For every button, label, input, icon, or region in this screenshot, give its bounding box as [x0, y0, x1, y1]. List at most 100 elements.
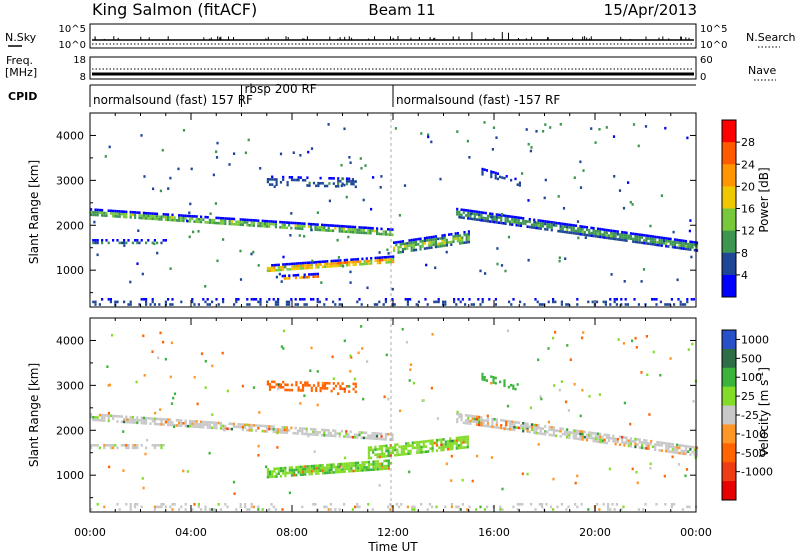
velocity-cell [343, 465, 346, 468]
power-cell [259, 298, 262, 301]
velocity-cell [691, 342, 694, 346]
power-cell [301, 222, 304, 225]
velocity-cell [570, 431, 573, 434]
power-cell [687, 248, 690, 251]
velocity-cell [376, 448, 379, 451]
velocity-panel-bg [90, 318, 696, 512]
velocity-cell [638, 446, 641, 449]
power-cell [424, 298, 427, 301]
power-cell [286, 262, 289, 266]
power-cell [536, 300, 539, 304]
velocity-cell [376, 468, 379, 471]
velocity-cell [189, 422, 192, 425]
power-cell [369, 229, 372, 232]
power-colorbar-swatch [722, 120, 736, 143]
power-cell [387, 228, 390, 231]
velocity-cell [306, 470, 309, 473]
velocity-cell [409, 444, 412, 447]
velocity-cell [301, 383, 305, 387]
power-cell [216, 259, 219, 263]
power-cell [406, 242, 409, 245]
velocity-cell [129, 505, 132, 509]
power-cell [548, 220, 551, 224]
power-cell [559, 227, 562, 231]
velocity-cell [691, 451, 694, 454]
velocity-cell [367, 436, 370, 440]
power-cell [164, 218, 167, 221]
velocity-cell [580, 503, 583, 506]
velocity-cell [495, 418, 498, 421]
velocity-cell [440, 443, 443, 447]
power-cell [615, 298, 618, 301]
velocity-cell [129, 503, 132, 506]
velocity-cell [184, 424, 187, 428]
power-cell [634, 235, 637, 238]
power-cell [191, 300, 194, 304]
power-cell [136, 262, 139, 265]
power-cell [348, 261, 351, 264]
velocity-cell [621, 438, 624, 442]
velocity-cell [405, 444, 408, 448]
velocity-cell [623, 436, 626, 439]
velocity-cell [301, 386, 305, 390]
velocity-cell [431, 439, 434, 442]
velocity-cell [526, 427, 529, 431]
power-cell [241, 223, 244, 227]
velocity-cell [136, 416, 139, 419]
velocity-cell [285, 426, 288, 429]
power-cell [528, 217, 531, 221]
power-cell [432, 243, 435, 246]
velocity-cell [638, 441, 641, 444]
xtick-label: 20:00 [579, 526, 611, 539]
velocity-cell [356, 466, 360, 470]
power-cell [596, 235, 600, 238]
velocity-cell [460, 418, 463, 422]
velocity-cell [340, 466, 343, 469]
velocity-cell [285, 428, 288, 432]
power-cell [107, 298, 110, 301]
velocity-cell [374, 460, 377, 463]
velocity-cell [145, 422, 148, 425]
power-cell [167, 218, 170, 222]
power-cell [665, 242, 668, 245]
power-cell [266, 178, 269, 181]
velocity-cell [433, 441, 436, 445]
power-cell [314, 228, 317, 231]
power-cell [464, 303, 467, 306]
power-cell [303, 225, 306, 228]
power-cell [351, 225, 354, 229]
velocity-cell [669, 442, 672, 446]
power-cell [306, 176, 309, 179]
power-cell [613, 298, 616, 301]
velocity-cell [538, 503, 541, 506]
velocity-cell [541, 432, 545, 436]
power-cell [98, 303, 101, 306]
velocity-cell [577, 429, 580, 433]
power-cell [412, 248, 415, 252]
velocity-cell [400, 453, 403, 456]
velocity-cell [665, 449, 668, 453]
freq-label: Freq. [6, 54, 33, 67]
velocity-cell [314, 428, 317, 431]
velocity-cell [671, 450, 674, 454]
velocity-cell [654, 448, 657, 451]
velocity-cell [583, 430, 586, 434]
velocity-cell [681, 508, 684, 511]
velocity-cell [670, 503, 673, 506]
velocity-cell [208, 508, 211, 511]
velocity-cell [294, 426, 297, 430]
power-cell [290, 221, 293, 225]
velocity-cell [616, 437, 619, 441]
velocity-cell [453, 442, 456, 445]
velocity-cell [460, 446, 463, 450]
power-cell [297, 178, 300, 182]
power-cell [318, 228, 321, 232]
velocity-cell [438, 446, 441, 449]
velocity-cell [159, 408, 162, 411]
velocity-cell [505, 423, 508, 427]
power-cell [224, 219, 227, 223]
velocity-cell [314, 430, 317, 434]
velocity-cell [378, 455, 381, 459]
power-cell [275, 178, 278, 181]
velocity-cell [140, 421, 143, 425]
